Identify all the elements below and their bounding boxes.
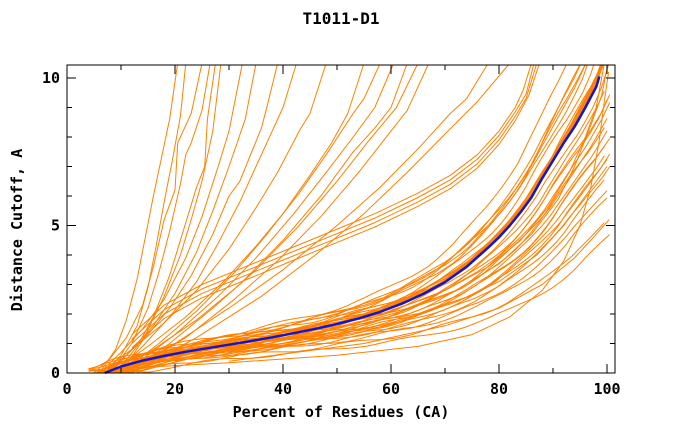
model-curve <box>126 222 605 373</box>
x-axis-label: Percent of Residues (CA) <box>233 403 450 421</box>
model-curve <box>115 64 216 374</box>
model-curve <box>137 190 608 373</box>
model-curve <box>131 64 540 349</box>
model-curve <box>115 64 297 374</box>
model-curve <box>174 64 609 362</box>
axis-tick-label: 10 <box>42 69 60 87</box>
curve-layer <box>88 64 611 375</box>
axis-tick-label: 0 <box>62 380 71 398</box>
axis-frame: 0 20 40 60 80 100 0 5 10 <box>42 64 621 398</box>
model-curve <box>104 64 278 374</box>
model-curve <box>201 166 608 359</box>
model-curve <box>109 64 211 374</box>
axis-tick-label: 40 <box>274 380 292 398</box>
model-curve <box>109 64 364 374</box>
model-curve <box>131 64 532 335</box>
model-curve <box>88 64 586 372</box>
model-curve <box>104 64 187 374</box>
model-curve <box>88 64 567 370</box>
model-curve <box>131 64 535 340</box>
model-curve <box>99 64 327 374</box>
model-curve <box>120 64 380 374</box>
axis-tick-label: 5 <box>51 217 60 235</box>
model-curve <box>93 64 203 374</box>
model-curve <box>99 102 611 373</box>
model-curve <box>228 219 610 362</box>
axis-tick-label: 20 <box>166 380 184 398</box>
model-curve <box>136 64 429 368</box>
axis-tick-label: 100 <box>593 380 620 398</box>
axis-tick-label: 80 <box>490 380 508 398</box>
model-curve <box>115 64 408 374</box>
model-curve <box>131 64 537 344</box>
reference-curve <box>104 76 601 375</box>
model-curve <box>99 64 243 374</box>
model-curve <box>131 64 509 374</box>
model-curve <box>112 159 608 372</box>
model-curve <box>120 72 610 370</box>
model-curve <box>126 64 418 374</box>
model-curve <box>131 64 394 368</box>
model-curve <box>120 64 488 374</box>
model-curve <box>98 64 178 374</box>
y-axis-label: Distance Cutoff, A <box>8 149 26 312</box>
axis-tick-label: 60 <box>382 380 400 398</box>
page-title: T1011-D1 <box>302 9 379 28</box>
axis-tick-label: 0 <box>51 364 60 382</box>
model-curve <box>147 64 605 365</box>
